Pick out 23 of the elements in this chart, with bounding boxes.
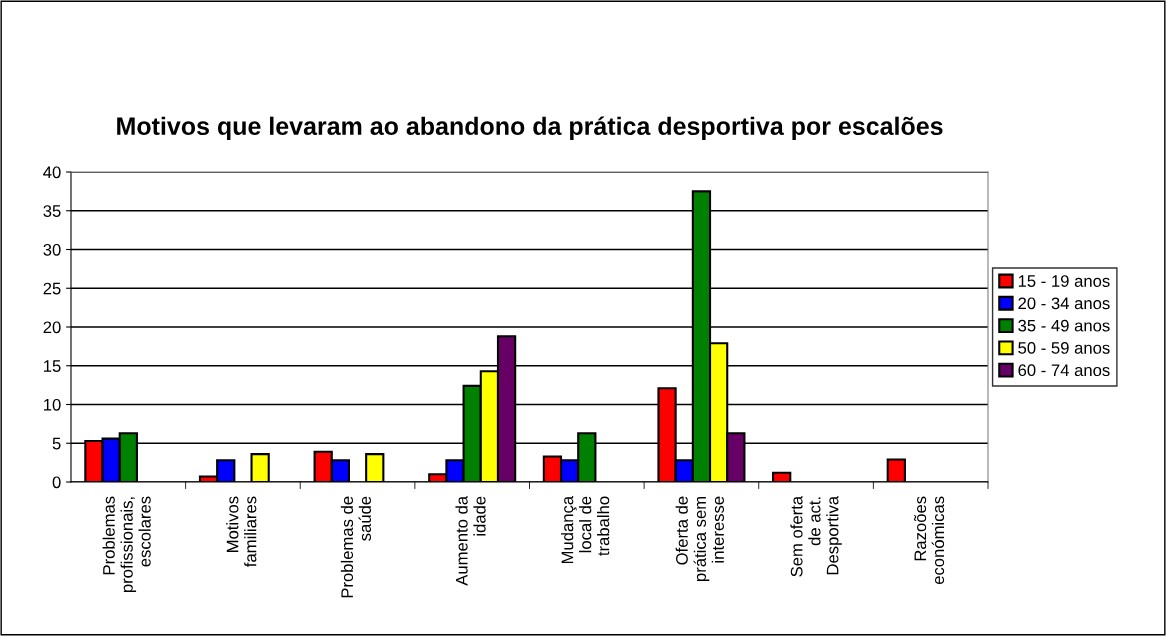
x-tick-label: Problemas profissionais, escolares [102,496,151,593]
x-tick-label: Sem oferta de act. Desportiva [790,495,842,577]
x-tick-label: Problemas de saúde [340,496,372,598]
x-tick-label: Motivos familiares [226,496,257,567]
y-tick-label: 30 [43,243,61,256]
y-tick-label: 15 [44,360,61,372]
y-tick-label: 25 [43,282,61,295]
x-tick-label: Mudança local de trabalho [561,495,610,564]
x-tick-label: Aumento da idade [455,495,486,586]
legend-label: 60 - 74 anos [1018,364,1110,377]
y-tick-label: 40 [43,166,61,179]
chart-title: Motivos que levaram ao abandono da prática desportiva por escalões [117,116,943,140]
legend-label: 15 - 19 anos [1018,275,1110,287]
legend-label: 50 - 59 anos [1018,342,1110,354]
y-tick-label: 35 [43,205,61,217]
y-tick-label: 20 [43,321,61,334]
legend-label: 20 - 34 anos [1018,297,1110,310]
y-tick-label: 10 [44,398,61,411]
x-tick-label: Razoões económicas [914,496,945,585]
legend-label: 35 - 49 anos [1018,319,1110,332]
x-tick-label: Oferta de prática sem interesse [675,496,724,581]
y-tick-label: 0 [52,476,61,489]
y-tick-label: 5 [52,437,61,450]
